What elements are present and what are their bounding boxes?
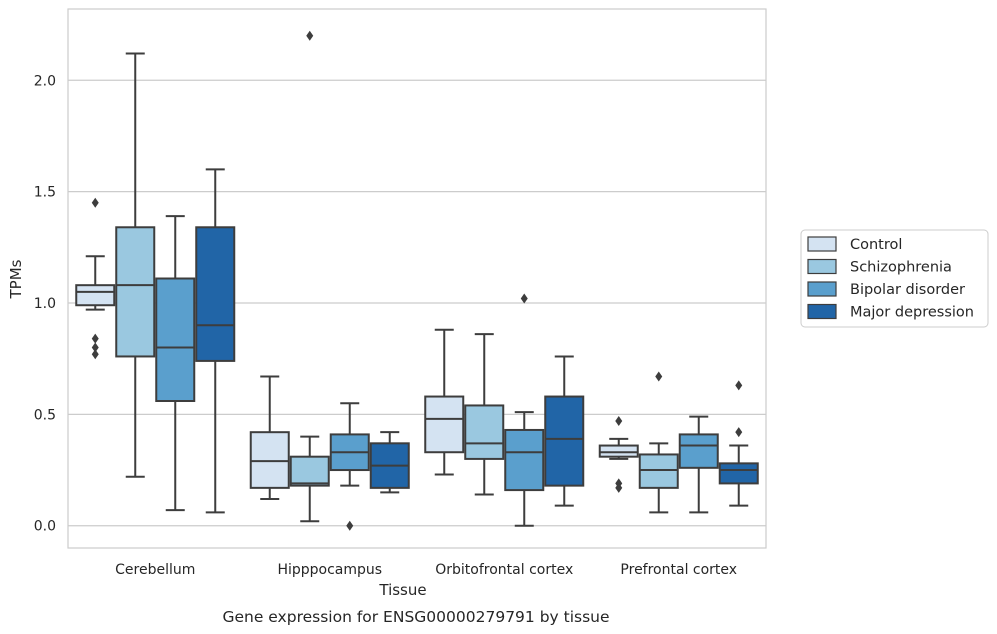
box-group bbox=[329, 402, 370, 531]
y-axis-title: TPMs bbox=[7, 259, 25, 299]
box-group bbox=[678, 415, 719, 514]
box-group bbox=[369, 431, 410, 494]
outlier-point bbox=[655, 371, 663, 382]
outlier-point bbox=[91, 197, 99, 208]
x-tick-labels: Cerebellum Hipppocampus Orbitofrontal cort… bbox=[115, 562, 737, 578]
box-group bbox=[598, 416, 639, 493]
outlier-point bbox=[346, 520, 354, 531]
box bbox=[464, 404, 505, 460]
legend-swatch bbox=[807, 236, 837, 252]
legend-label: Control bbox=[850, 237, 902, 253]
x-tick-label: Prefrontal cortex bbox=[620, 562, 737, 578]
figure-caption: Gene expression for ENSG00000279791 by t… bbox=[222, 608, 609, 626]
box bbox=[155, 277, 196, 402]
outlier-point bbox=[615, 416, 623, 427]
box-group bbox=[718, 380, 759, 507]
box bbox=[115, 226, 156, 358]
box-group bbox=[504, 293, 545, 527]
outlier-point bbox=[306, 30, 314, 41]
box-group bbox=[289, 30, 330, 523]
x-axis-title: Tissue bbox=[378, 581, 426, 599]
box-group bbox=[424, 328, 465, 476]
box bbox=[718, 462, 759, 485]
y-tick-labels: 0.0 0.5 1.0 1.5 2.0 bbox=[34, 73, 56, 534]
box bbox=[289, 455, 330, 487]
box bbox=[638, 453, 679, 489]
outlier-point bbox=[520, 293, 528, 304]
x-tick-label: Cerebellum bbox=[115, 562, 195, 578]
box-group bbox=[544, 355, 585, 507]
box bbox=[75, 284, 116, 307]
box-group bbox=[155, 215, 196, 512]
box bbox=[678, 433, 719, 469]
outlier-point bbox=[735, 380, 743, 391]
box bbox=[504, 428, 545, 492]
legend: Control Schizophrenia Bipolar disorder Majo… bbox=[800, 229, 989, 328]
x-tick-label: Hipppocampus bbox=[277, 562, 382, 578]
outlier-point bbox=[615, 482, 623, 493]
box-group bbox=[464, 333, 505, 496]
plot-frame bbox=[67, 8, 767, 549]
box-group bbox=[638, 371, 679, 514]
legend-label: Bipolar disorder bbox=[850, 282, 965, 298]
legend-swatch bbox=[807, 258, 837, 275]
box bbox=[195, 226, 236, 362]
outlier-point bbox=[735, 427, 743, 438]
legend-label: Schizophrenia bbox=[850, 260, 952, 276]
y-tick-label: 1.5 bbox=[34, 185, 56, 201]
box-group bbox=[249, 375, 290, 500]
outlier-point bbox=[91, 349, 99, 360]
y-tick-label: 0.0 bbox=[34, 519, 56, 535]
box-marks bbox=[75, 30, 759, 531]
box bbox=[424, 395, 465, 454]
box bbox=[544, 395, 585, 487]
outlier-point bbox=[91, 342, 99, 353]
box-group bbox=[75, 197, 116, 360]
box bbox=[598, 444, 639, 458]
x-tick-label: Orbitofrontal cortex bbox=[435, 562, 573, 578]
legend-swatch bbox=[807, 303, 837, 320]
legend-swatch bbox=[807, 281, 837, 297]
box-group bbox=[115, 52, 156, 478]
y-tick-label: 0.5 bbox=[34, 407, 56, 423]
legend-label: Major depression bbox=[850, 305, 974, 321]
box-group bbox=[195, 168, 236, 514]
y-tick-label: 1.0 bbox=[34, 296, 56, 312]
box bbox=[249, 431, 290, 489]
outlier-point bbox=[91, 333, 99, 344]
legend-frame bbox=[800, 229, 989, 328]
y-tick-label: 2.0 bbox=[34, 73, 56, 89]
